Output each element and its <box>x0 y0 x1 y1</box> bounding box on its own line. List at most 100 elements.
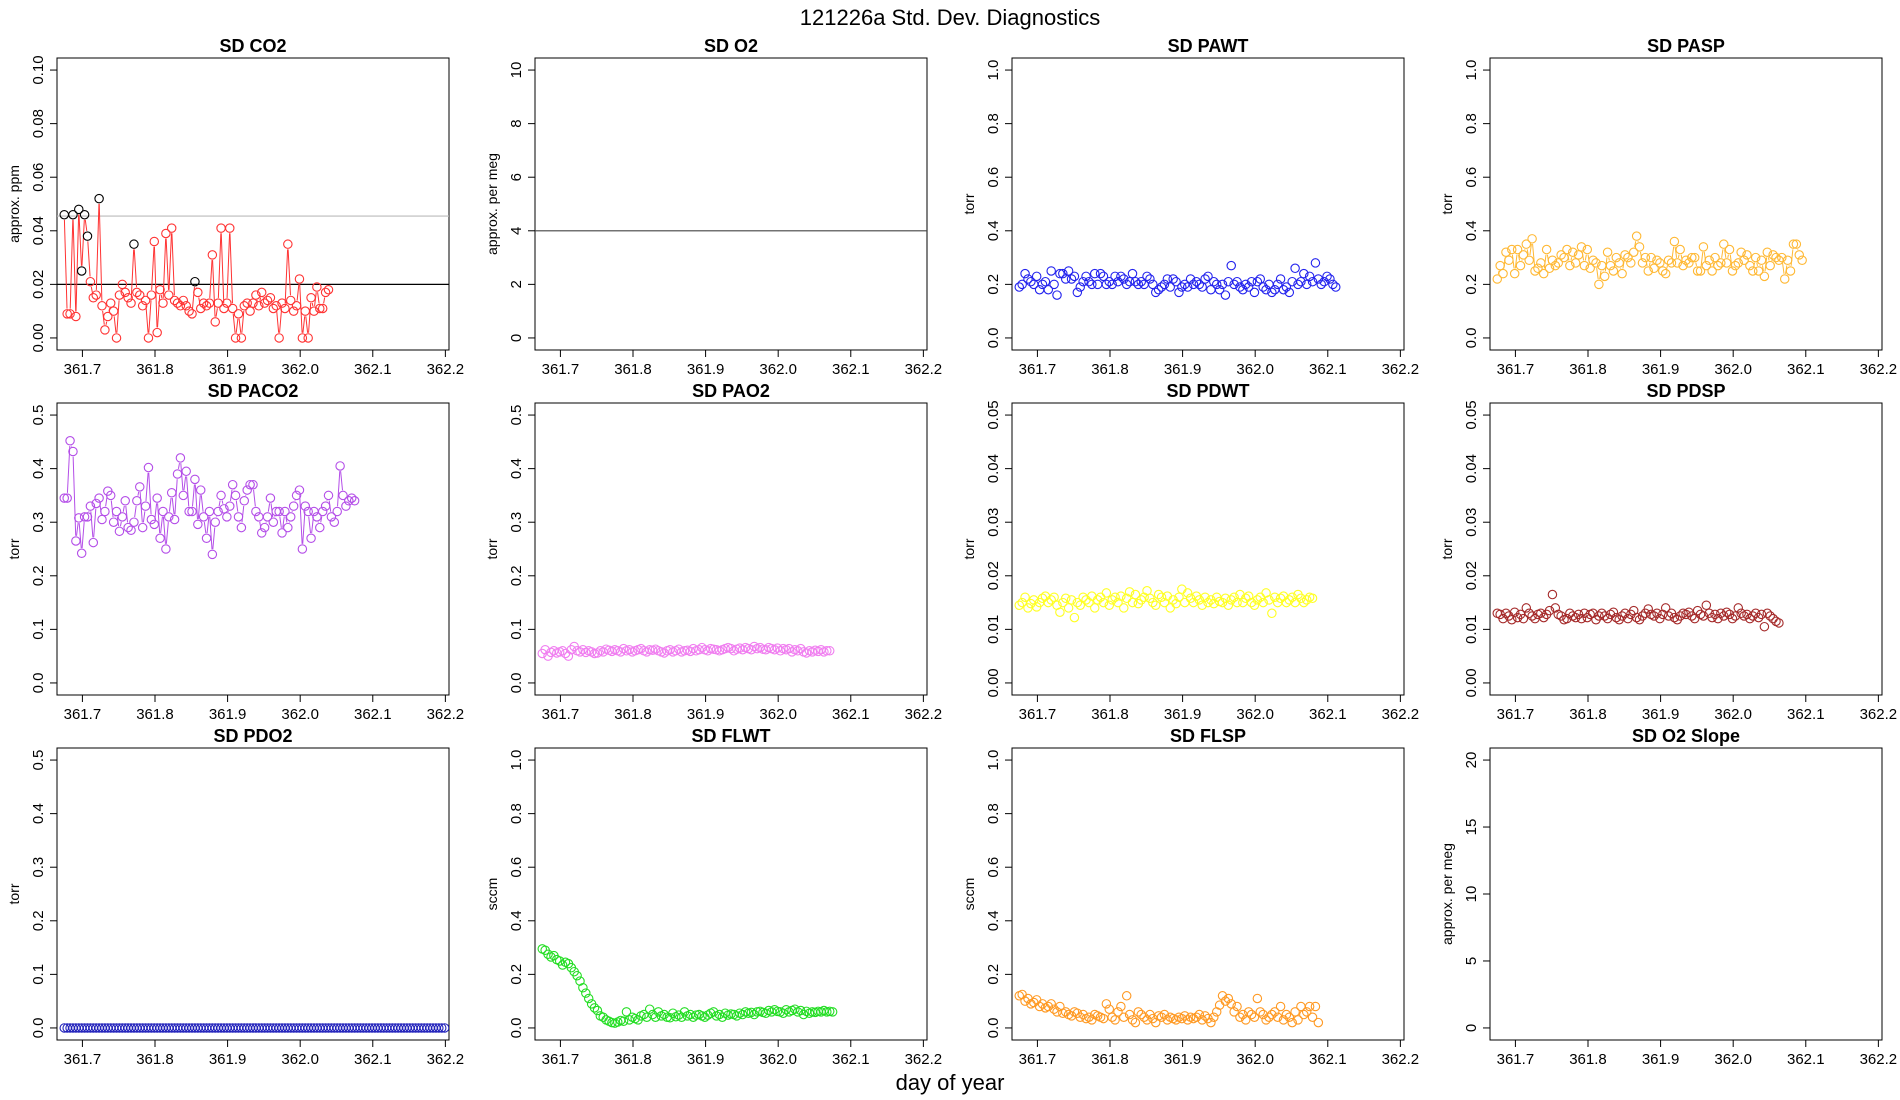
data-point <box>572 970 582 981</box>
data-point <box>1081 271 1091 282</box>
data-point <box>79 512 90 522</box>
data-point <box>1649 611 1659 621</box>
y-tick-label: 0.4 <box>30 458 47 479</box>
series-segment <box>305 316 309 333</box>
data-point <box>1150 1017 1161 1028</box>
data-point <box>1544 605 1555 616</box>
data-point <box>216 490 226 501</box>
plot-frame <box>56 747 450 1041</box>
series-segment <box>157 294 161 328</box>
data-point <box>280 303 290 314</box>
data-point <box>1246 1009 1257 1020</box>
x-tick-label: 362.0 <box>1714 361 1752 378</box>
data-point <box>749 1009 759 1020</box>
plot-area <box>537 944 838 1028</box>
data-point <box>239 301 250 311</box>
flagged-point <box>79 209 90 220</box>
data-point <box>615 647 626 657</box>
data-point <box>1631 231 1642 241</box>
panel-sd-o2: SD O2 361.7 361.8 361.9 362.0 362.1 362.2 0 2 4 6 8… <box>484 36 942 378</box>
data-point <box>1252 595 1263 605</box>
series-segment <box>241 310 245 333</box>
data-point <box>1165 603 1176 613</box>
series-segment <box>116 300 120 333</box>
panel-title: SD PASP <box>1647 36 1725 56</box>
data-point <box>198 298 209 308</box>
data-point <box>775 646 786 656</box>
series-segment <box>72 456 77 536</box>
data-point <box>111 506 122 517</box>
data-point <box>1066 274 1077 284</box>
data-point <box>1713 260 1723 271</box>
x-tick-label: 362.1 <box>1787 706 1825 723</box>
data-point <box>1211 1007 1222 1017</box>
flagged-point <box>94 193 104 204</box>
data-point <box>1736 247 1746 257</box>
data-point <box>312 512 322 522</box>
data-point <box>294 274 305 284</box>
series-segment <box>302 316 306 333</box>
data-point <box>288 306 299 316</box>
series-segment <box>191 484 195 507</box>
data-point <box>300 501 311 511</box>
plot-area <box>1492 589 1784 632</box>
data-point <box>1084 276 1094 287</box>
data-point <box>1310 1001 1321 1012</box>
y-tick-label: 0.5 <box>30 750 47 771</box>
data-point <box>1194 1009 1205 1020</box>
x-tick-label: 361.7 <box>64 361 102 378</box>
data-point <box>152 327 162 338</box>
y-axis-label: torr <box>1439 538 1455 559</box>
data-point <box>1724 244 1735 255</box>
data-point <box>1547 255 1558 266</box>
data-point <box>68 446 78 457</box>
data-point <box>1194 595 1205 605</box>
data-point <box>97 301 107 311</box>
x-tick-label: 362.2 <box>427 361 465 378</box>
data-point <box>1568 247 1578 257</box>
data-point <box>288 501 299 511</box>
data-point <box>1637 258 1648 268</box>
x-tick-label: 362.1 <box>1787 1051 1825 1068</box>
x-tick-label: 361.8 <box>614 1051 652 1068</box>
data-point <box>583 993 594 1004</box>
data-point <box>1538 612 1549 623</box>
data-point <box>1142 271 1152 282</box>
y-axis-label: torr <box>484 538 500 559</box>
data-point <box>1782 255 1793 266</box>
series-segment <box>1724 249 1727 258</box>
x-tick-label: 362.1 <box>1309 361 1347 378</box>
y-tick-label: 0.4 <box>508 458 525 479</box>
data-point <box>1165 282 1176 292</box>
series-segment <box>340 471 344 491</box>
x-tick-label: 361.9 <box>687 1051 725 1068</box>
data-point <box>146 514 157 525</box>
data-point <box>1626 258 1636 268</box>
y-tick-label: 0.00 <box>30 323 47 352</box>
data-point <box>1759 271 1770 282</box>
data-point <box>285 512 296 522</box>
series-segment <box>215 308 218 317</box>
y-tick-label: 0.0 <box>985 1018 1002 1039</box>
data-point <box>1515 260 1526 271</box>
data-point <box>1524 255 1534 266</box>
data-point <box>1238 284 1248 295</box>
data-point <box>82 512 93 522</box>
data-point <box>184 506 194 517</box>
series-segment <box>1761 265 1764 272</box>
series-segment <box>285 516 288 523</box>
series-segment <box>98 203 103 301</box>
y-tick-label: 0.0 <box>30 1018 47 1039</box>
panel-title: SD PDSP <box>1646 381 1725 401</box>
data-point <box>1150 600 1161 611</box>
data-point <box>685 646 696 657</box>
data-point <box>1492 274 1503 284</box>
data-point <box>88 293 99 303</box>
y-tick-label: 0.0 <box>985 328 1002 349</box>
data-point <box>213 506 223 517</box>
data-point <box>1095 268 1106 279</box>
series-segment <box>145 472 149 501</box>
data-point <box>1159 597 1170 608</box>
data-point <box>251 290 261 300</box>
